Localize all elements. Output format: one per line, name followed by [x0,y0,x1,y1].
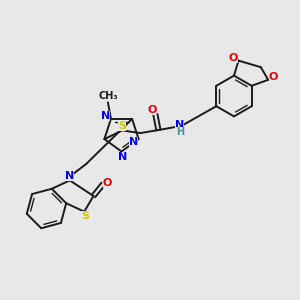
Text: O: O [228,53,238,63]
Text: N: N [101,111,110,121]
Text: N: N [129,137,138,147]
Text: O: O [269,72,278,82]
Text: H: H [176,127,184,137]
Text: N: N [64,171,74,181]
Text: S: S [81,212,89,221]
Text: N: N [118,152,127,162]
Text: CH₃: CH₃ [98,92,118,101]
Text: N: N [175,120,184,130]
Text: O: O [147,105,157,115]
Text: S: S [118,121,126,131]
Text: O: O [103,178,112,188]
